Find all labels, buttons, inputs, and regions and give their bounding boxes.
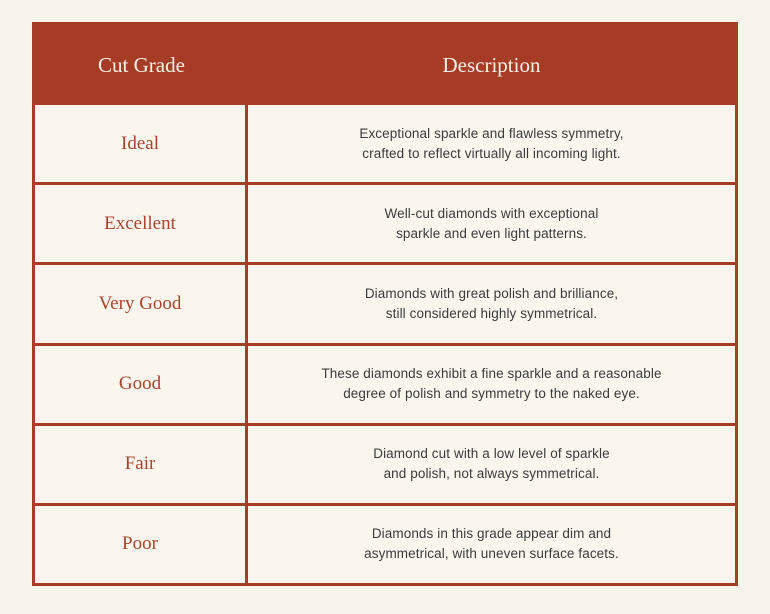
- grade-cell: Ideal: [35, 105, 248, 183]
- description-cell: These diamonds exhibit a fine sparkle an…: [321, 366, 662, 402]
- grade-cell: Poor: [35, 505, 248, 584]
- description-cell: Diamond cut with a low level of sparkle …: [373, 446, 610, 482]
- table-header-row: Cut Grade Description: [35, 25, 735, 105]
- table-row: Fair Diamond cut with a low level of spa…: [35, 422, 735, 503]
- description-cell: Diamonds with great polish and brillianc…: [364, 285, 619, 321]
- table-row: Very Good Diamonds with great polish and…: [35, 262, 735, 343]
- description-cell: Well-cut diamonds with exceptional spark…: [384, 205, 599, 241]
- header-cell-description: Description: [442, 52, 541, 77]
- table-row: Good These diamonds exhibit a fine spark…: [35, 342, 735, 423]
- grade-cell: Fair: [35, 425, 248, 503]
- description-cell: Exceptional sparkle and flawless symmetr…: [359, 125, 624, 161]
- table-row: Poor Diamonds in this grade appear dim a…: [35, 502, 735, 584]
- grade-cell: Very Good: [35, 265, 248, 343]
- description-cell: Diamonds in this grade appear dim and as…: [364, 526, 619, 562]
- header-cell-cut-grade: Cut Grade: [98, 52, 185, 77]
- table-row: Ideal Exceptional sparkle and flawless s…: [35, 105, 735, 183]
- grade-cell: Good: [35, 345, 248, 423]
- grade-cell: Excellent: [35, 185, 248, 263]
- table-row: Excellent Well-cut diamonds with excepti…: [35, 182, 735, 263]
- diamond-cut-grade-table: Cut Grade Description Ideal Exceptional …: [32, 22, 738, 586]
- table-body: Ideal Exceptional sparkle and flawless s…: [35, 105, 735, 584]
